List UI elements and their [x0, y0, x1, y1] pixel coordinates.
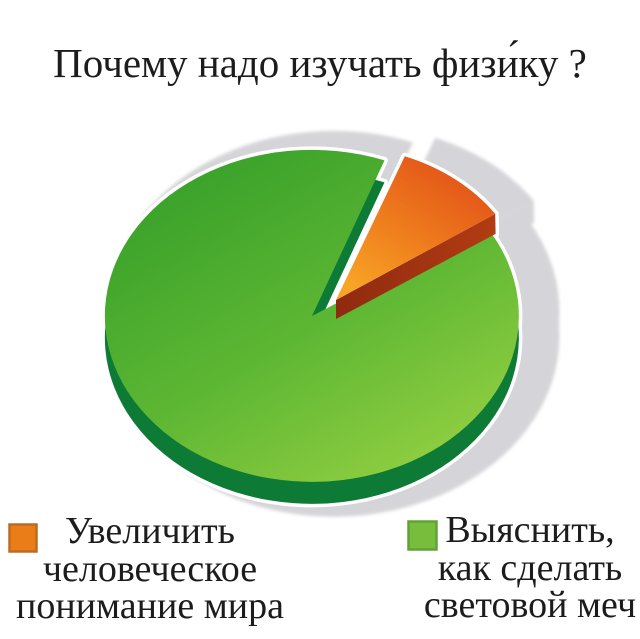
legend-label-line: как сделать	[437, 546, 623, 589]
legend-swatch-orange	[8, 523, 38, 553]
slice-side-face	[336, 213, 496, 319]
legend-swatch-green	[407, 520, 438, 551]
legend-label-line: понимание мира	[16, 585, 284, 627]
legend-label-line: человеческое	[42, 547, 258, 590]
legend-label-line: Увеличить	[65, 510, 235, 552]
legend-label-line: световой меч	[423, 584, 637, 626]
slice-top-face	[336, 156, 496, 300]
legend-item-understanding: Увеличить человеческое понимание мира	[0, 510, 300, 627]
pie-top-face	[104, 149, 519, 482]
legend-label-line: Выяснить,	[445, 509, 615, 551]
legend-item-lightsaber: Выяснить, как сделать световой меч	[410, 509, 640, 626]
chart-title: Почему надо изучать физи́ку ?	[53, 40, 587, 86]
